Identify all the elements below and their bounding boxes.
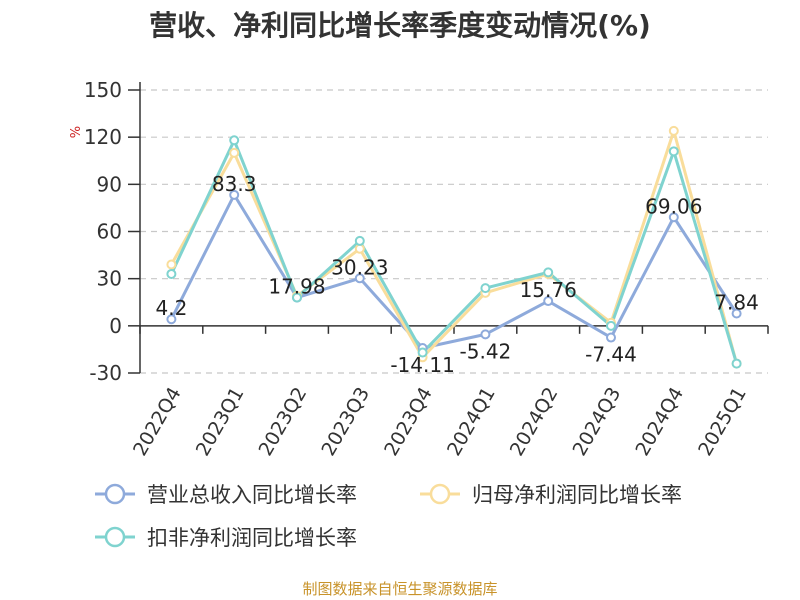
data-point <box>417 347 428 358</box>
data-point <box>354 243 365 254</box>
data-point <box>606 332 616 343</box>
source-note: 制图数据来自恒生聚源数据库 <box>302 580 498 598</box>
y-tick-label: 30 <box>97 267 122 291</box>
data-label: 30.23 <box>331 255 388 279</box>
series-line-1 <box>170 193 738 350</box>
x-tick-label: 2023Q3 <box>317 384 374 460</box>
chart-title: 营收、净利同比增长率季度变动情况(%) <box>149 9 651 42</box>
data-point <box>229 147 240 158</box>
data-point <box>731 358 742 369</box>
data-point <box>292 292 302 303</box>
data-point <box>668 125 679 136</box>
legend-item: 营业总收入同比增长率 <box>147 483 357 507</box>
y-unit-label: % <box>69 126 84 138</box>
data-label: -7.44 <box>585 343 637 367</box>
legend-item: 归母净利润同比增长率 <box>472 483 682 507</box>
data-label: 83.3 <box>212 172 257 196</box>
x-tick-label: 2025Q1 <box>694 384 751 460</box>
data-point <box>354 273 365 284</box>
y-tick-label: 150 <box>84 78 122 102</box>
x-tick-label: 2022Q4 <box>129 384 186 460</box>
data-point <box>606 320 616 331</box>
y-tick-label: -30 <box>89 361 122 385</box>
x-tick-label: 2023Q1 <box>192 384 249 460</box>
data-point <box>480 329 491 340</box>
y-tick-label: 90 <box>97 172 122 196</box>
y-tick-label: 60 <box>97 220 122 244</box>
data-label: 7.84 <box>714 291 759 315</box>
data-point <box>229 189 240 200</box>
legend-marker <box>429 483 451 505</box>
data-label: 15.76 <box>520 278 577 302</box>
legend-item: 扣非净利润同比增长率 <box>147 526 357 550</box>
data-point <box>166 259 177 270</box>
data-label: 69.06 <box>645 194 702 218</box>
data-point <box>229 135 240 146</box>
data-point <box>166 268 177 279</box>
x-tick-label: 2023Q4 <box>380 384 437 460</box>
x-tick-label: 2024Q4 <box>631 384 688 460</box>
data-point <box>668 146 679 157</box>
y-tick-label: 0 <box>109 314 122 338</box>
series-lines <box>166 125 742 369</box>
y-tick-label: 120 <box>84 125 122 149</box>
data-point <box>166 314 177 325</box>
data-point <box>668 212 679 223</box>
x-tick-label: 2024Q2 <box>506 384 563 460</box>
legend-marker <box>104 483 126 505</box>
data-point <box>354 235 365 246</box>
legend-marker <box>104 526 126 548</box>
x-tick-label: 2024Q3 <box>569 384 626 460</box>
data-point <box>731 308 742 319</box>
data-point <box>480 283 491 294</box>
data-label: -5.42 <box>460 339 512 363</box>
x-tick-label: 2023Q2 <box>255 384 312 460</box>
data-point <box>543 267 554 278</box>
data-label: -14.11 <box>390 353 454 377</box>
series-line-3 <box>170 138 739 364</box>
grid-lines <box>140 89 768 374</box>
series-line-2 <box>170 129 739 364</box>
data-label: 4.2 <box>155 296 187 320</box>
data-label: 17.98 <box>268 275 325 299</box>
data-point <box>543 296 554 307</box>
x-tick-label: 2024Q1 <box>443 384 500 460</box>
